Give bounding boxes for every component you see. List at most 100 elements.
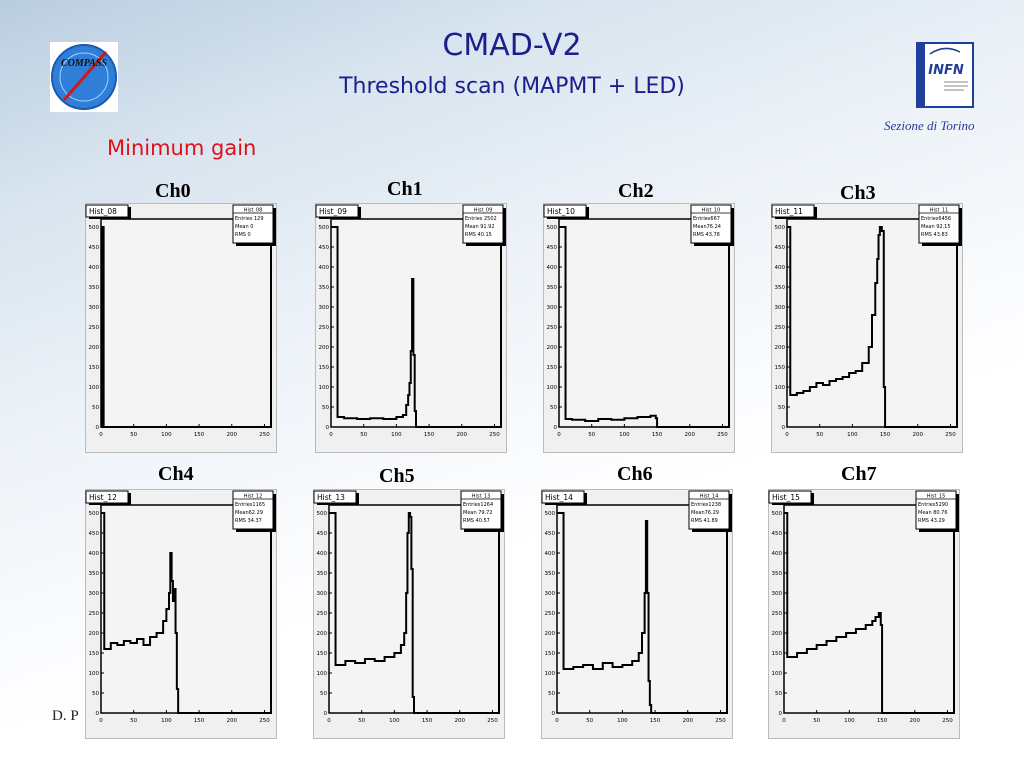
x-tick-label: 100 — [161, 432, 172, 438]
plot-frame — [556, 504, 728, 714]
y-tick-label: 400 — [545, 551, 556, 557]
y-tick-label: 400 — [317, 551, 328, 557]
y-tick-label: 500 — [772, 511, 783, 517]
channel-label: Ch4 — [158, 463, 194, 485]
histogram-svg: 0 50 100 150 200 250 300 350 400 450 500 0 50 100 150 2… — [85, 489, 277, 739]
x-tick-label: 250 — [715, 718, 726, 724]
x-tick-label: 50 — [586, 718, 593, 724]
x-tick-label: 0 — [327, 718, 331, 724]
y-tick-label: 450 — [775, 245, 786, 251]
y-tick-label: 50 — [322, 405, 329, 411]
stats-entries: Entries 129 — [235, 216, 264, 222]
y-tick-label: 50 — [92, 691, 99, 697]
x-tick-label: 0 — [329, 432, 333, 438]
x-tick-label: 100 — [619, 432, 630, 438]
y-tick-label: 100 — [319, 385, 330, 391]
y-tick-label: 400 — [547, 265, 558, 271]
histogram-svg: 0 50 100 150 200 250 300 350 400 450 500 0 50 100 150 2… — [315, 203, 507, 453]
stats-mean: Mean 80.76 — [918, 510, 948, 516]
stats-title: Hist_11 — [930, 208, 949, 214]
compass-logo: COMPASS — [50, 42, 118, 112]
stats-entries: Entries1238 — [691, 502, 721, 508]
x-tick-label: 200 — [455, 718, 466, 724]
stats-rms: RMS 40.57 — [463, 518, 490, 524]
y-tick-label: 250 — [772, 611, 783, 617]
plot-frame — [328, 504, 500, 714]
stats-box — [232, 204, 274, 244]
y-tick-label: 200 — [545, 631, 556, 637]
x-tick-label: 150 — [652, 432, 663, 438]
stats-box — [688, 490, 730, 530]
x-tick-label: 150 — [877, 718, 888, 724]
y-tick-label: 450 — [772, 531, 783, 537]
x-tick-label: 50 — [588, 432, 595, 438]
y-tick-label: 50 — [320, 691, 327, 697]
y-tick-label: 200 — [317, 631, 328, 637]
stats-entries: Entries5290 — [918, 502, 948, 508]
x-tick-label: 200 — [685, 432, 696, 438]
footer-left: D. P — [52, 708, 79, 724]
histogram-panel: 0 50 100 150 200 250 300 350 400 450 500 0 50 100 150 2… — [313, 489, 505, 739]
y-tick-label: 150 — [89, 651, 100, 657]
y-tick-label: 100 — [772, 671, 783, 677]
histogram-svg: 0 50 100 150 200 250 300 350 400 450 500 0 50 100 150 2… — [543, 203, 735, 453]
y-tick-label: 350 — [89, 571, 100, 577]
y-tick-label: 50 — [548, 691, 555, 697]
stats-mean: Mean 0 — [235, 224, 253, 230]
hist-name-box-front — [85, 490, 129, 504]
x-tick-label: 100 — [391, 432, 402, 438]
histogram-line — [101, 512, 272, 714]
stats-box — [232, 490, 274, 530]
x-tick-label: 200 — [683, 718, 694, 724]
x-tick-label: 250 — [489, 432, 500, 438]
stats-mean: Mean 79.72 — [463, 510, 493, 516]
histogram-svg: 0 50 100 150 200 250 300 350 400 450 500 0 50 100 150 2… — [85, 203, 277, 453]
stats-mean: Mean 92.15 — [921, 224, 951, 230]
y-tick-label: 300 — [545, 591, 556, 597]
institution-label: Sezione di Torino — [884, 118, 975, 133]
y-tick-label: 350 — [317, 571, 328, 577]
hist-name: Hist_14 — [545, 493, 573, 502]
y-tick-label: 200 — [547, 345, 558, 351]
hist-name: Hist_11 — [775, 207, 803, 216]
y-tick-label: 350 — [547, 285, 558, 291]
y-tick-label: 400 — [89, 265, 100, 271]
y-tick-label: 250 — [89, 611, 100, 617]
y-tick-label: 150 — [319, 365, 330, 371]
y-tick-label: 450 — [547, 245, 558, 251]
stats-mean: Mean62.29 — [235, 510, 263, 516]
channel-label: Ch5 — [379, 465, 415, 487]
histogram-line — [329, 512, 500, 714]
channel-label: Ch7 — [841, 463, 877, 485]
x-tick-label: 150 — [422, 718, 433, 724]
x-tick-label: 150 — [194, 432, 205, 438]
x-tick-label: 150 — [424, 432, 435, 438]
stats-mean: Mean76.24 — [693, 224, 721, 230]
y-tick-label: 300 — [772, 591, 783, 597]
stats-mean: Mean 91.92 — [465, 224, 495, 230]
stats-title: Hist_12 — [244, 494, 263, 500]
y-tick-label: 500 — [317, 511, 328, 517]
stats-title: Hist_09 — [474, 208, 493, 214]
y-tick-label: 50 — [778, 405, 785, 411]
histogram-panel: 0 50 100 150 200 250 300 350 400 450 500 0 50 100 150 2… — [315, 203, 507, 453]
y-tick-label: 350 — [772, 571, 783, 577]
y-tick-label: 150 — [547, 365, 558, 371]
y-tick-label: 400 — [772, 551, 783, 557]
y-tick-label: 300 — [317, 591, 328, 597]
x-tick-label: 0 — [99, 718, 103, 724]
x-tick-label: 50 — [130, 432, 137, 438]
infn-logo: INFN — [914, 40, 976, 110]
channel-label: Ch6 — [617, 463, 653, 485]
stats-box — [915, 490, 957, 530]
y-tick-label: 450 — [89, 245, 100, 251]
y-tick-label: 150 — [89, 365, 100, 371]
x-tick-label: 50 — [130, 718, 137, 724]
histogram-svg: 0 50 100 150 200 250 300 350 400 450 500 0 50 100 150 2… — [768, 489, 960, 739]
y-tick-label: 100 — [89, 671, 100, 677]
y-tick-label: 350 — [319, 285, 330, 291]
channel-label: Ch2 — [618, 180, 654, 202]
x-tick-label: 100 — [161, 718, 172, 724]
y-tick-label: 100 — [775, 385, 786, 391]
y-tick-label: 400 — [775, 265, 786, 271]
